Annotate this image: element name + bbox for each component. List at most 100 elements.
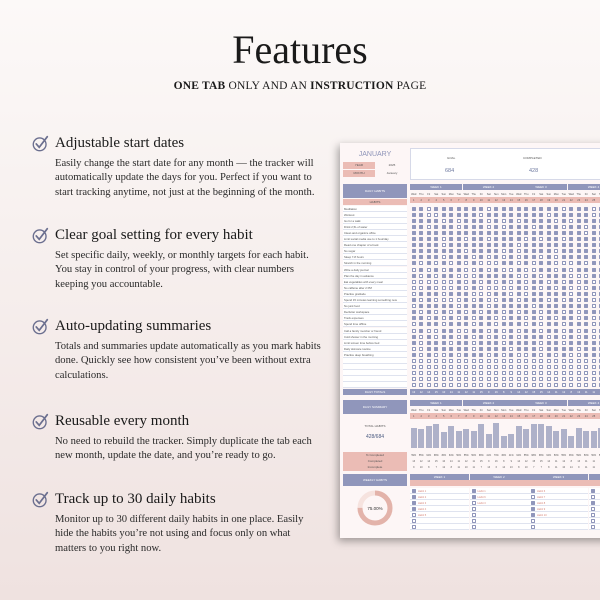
habit-checkbox[interactable] bbox=[509, 310, 513, 315]
habit-checkbox[interactable] bbox=[411, 249, 416, 254]
habit-checkbox[interactable] bbox=[584, 273, 588, 278]
habit-checkbox[interactable] bbox=[411, 243, 416, 248]
habit-checkbox[interactable] bbox=[561, 316, 566, 321]
habit-checkbox[interactable] bbox=[434, 255, 438, 260]
habit-checkbox[interactable] bbox=[449, 377, 453, 382]
habit-checkbox[interactable] bbox=[561, 212, 566, 217]
habit-checkbox[interactable] bbox=[471, 310, 476, 315]
habit-checkbox[interactable] bbox=[569, 285, 573, 290]
habit-checkbox[interactable] bbox=[509, 261, 513, 266]
habit-checkbox[interactable] bbox=[591, 249, 596, 254]
habit-checkbox[interactable] bbox=[561, 255, 566, 260]
habit-checkbox[interactable] bbox=[464, 334, 468, 339]
habit-checkbox[interactable] bbox=[524, 218, 528, 223]
habit-checkbox[interactable] bbox=[486, 218, 491, 223]
habit-checkbox[interactable] bbox=[569, 291, 573, 296]
weekly-checkbox[interactable] bbox=[412, 501, 416, 505]
habit-checkbox[interactable] bbox=[456, 249, 461, 254]
habit-checkbox[interactable] bbox=[509, 304, 513, 309]
habit-checkbox[interactable] bbox=[539, 237, 543, 241]
habit-checkbox[interactable] bbox=[554, 304, 558, 309]
habit-checkbox[interactable] bbox=[479, 365, 483, 370]
habit-checkbox[interactable] bbox=[486, 285, 491, 290]
habit-checkbox[interactable] bbox=[494, 261, 498, 266]
habit-checkbox[interactable] bbox=[501, 279, 506, 284]
habit-checkbox[interactable] bbox=[516, 261, 521, 266]
habit-checkbox[interactable] bbox=[576, 365, 581, 370]
habit-checkbox[interactable] bbox=[509, 267, 513, 272]
habit-checkbox[interactable] bbox=[494, 255, 498, 260]
habit-checkbox[interactable] bbox=[569, 328, 573, 333]
habit-checkbox[interactable] bbox=[456, 261, 461, 266]
habit-checkbox[interactable] bbox=[554, 377, 558, 382]
habit-checkbox[interactable] bbox=[546, 224, 551, 229]
habit-checkbox[interactable] bbox=[591, 273, 596, 278]
habit-checkbox[interactable] bbox=[531, 310, 536, 315]
habit-checkbox[interactable] bbox=[591, 298, 596, 302]
habit-checkbox[interactable] bbox=[419, 352, 423, 357]
habit-checkbox[interactable] bbox=[524, 346, 528, 351]
habit-checkbox[interactable] bbox=[411, 346, 416, 351]
habit-checkbox[interactable] bbox=[486, 304, 491, 309]
habit-checkbox[interactable] bbox=[486, 243, 491, 248]
habit-checkbox[interactable] bbox=[546, 279, 551, 284]
habit-checkbox[interactable] bbox=[584, 279, 588, 284]
habit-checkbox[interactable] bbox=[554, 310, 558, 315]
habit-checkbox[interactable] bbox=[441, 340, 446, 345]
habit-checkbox[interactable] bbox=[486, 359, 491, 363]
habit-checkbox[interactable] bbox=[524, 261, 528, 266]
habit-checkbox[interactable] bbox=[456, 377, 461, 382]
habit-checkbox[interactable] bbox=[494, 322, 498, 327]
habit-checkbox[interactable] bbox=[471, 371, 476, 376]
habit-checkbox[interactable] bbox=[576, 316, 581, 321]
habit-checkbox[interactable] bbox=[569, 371, 573, 376]
habit-checkbox[interactable] bbox=[569, 298, 573, 302]
habit-checkbox[interactable] bbox=[464, 255, 468, 260]
habit-checkbox[interactable] bbox=[509, 285, 513, 290]
habit-checkbox[interactable] bbox=[419, 377, 423, 382]
weekly-checkbox[interactable] bbox=[590, 501, 595, 505]
habit-checkbox[interactable] bbox=[411, 340, 416, 345]
habit-checkbox[interactable] bbox=[419, 322, 423, 327]
habit-checkbox[interactable] bbox=[524, 377, 528, 382]
habit-checkbox[interactable] bbox=[426, 334, 431, 339]
habit-checkbox[interactable] bbox=[426, 273, 431, 278]
habit-checkbox[interactable] bbox=[471, 243, 476, 248]
habit-checkbox[interactable] bbox=[531, 261, 536, 266]
habit-checkbox[interactable] bbox=[584, 310, 588, 315]
habit-checkbox[interactable] bbox=[546, 273, 551, 278]
habit-checkbox[interactable] bbox=[494, 243, 498, 248]
habit-checkbox[interactable] bbox=[419, 310, 423, 315]
habit-checkbox[interactable] bbox=[516, 383, 521, 388]
habit-checkbox[interactable] bbox=[456, 334, 461, 339]
habit-checkbox[interactable] bbox=[539, 298, 543, 302]
habit-checkbox[interactable] bbox=[479, 322, 483, 327]
habit-checkbox[interactable] bbox=[434, 237, 438, 241]
habit-checkbox[interactable] bbox=[516, 285, 521, 290]
habit-checkbox[interactable] bbox=[494, 237, 498, 241]
habit-checkbox[interactable] bbox=[449, 279, 453, 284]
habit-checkbox[interactable] bbox=[531, 273, 536, 278]
weekly-checkbox[interactable] bbox=[412, 495, 416, 499]
habit-checkbox[interactable] bbox=[569, 243, 573, 248]
habit-checkbox[interactable] bbox=[539, 365, 543, 370]
habit-checkbox[interactable] bbox=[479, 346, 483, 351]
habit-checkbox[interactable] bbox=[419, 261, 423, 266]
habit-checkbox[interactable] bbox=[471, 273, 476, 278]
habit-checkbox[interactable] bbox=[509, 206, 513, 211]
habit-checkbox[interactable] bbox=[471, 230, 476, 235]
habit-checkbox[interactable] bbox=[411, 206, 416, 211]
habit-checkbox[interactable] bbox=[554, 261, 558, 266]
habit-checkbox[interactable] bbox=[456, 218, 461, 223]
habit-checkbox[interactable] bbox=[561, 279, 566, 284]
habit-checkbox[interactable] bbox=[464, 383, 468, 388]
habit-checkbox[interactable] bbox=[524, 237, 528, 241]
habit-checkbox[interactable] bbox=[554, 352, 558, 357]
habit-checkbox[interactable] bbox=[546, 365, 551, 370]
habit-checkbox[interactable] bbox=[434, 243, 438, 248]
habit-checkbox[interactable] bbox=[516, 224, 521, 229]
habit-checkbox[interactable] bbox=[464, 237, 468, 241]
habit-checkbox[interactable] bbox=[449, 291, 453, 296]
habit-checkbox[interactable] bbox=[426, 377, 431, 382]
habit-checkbox[interactable] bbox=[419, 334, 423, 339]
